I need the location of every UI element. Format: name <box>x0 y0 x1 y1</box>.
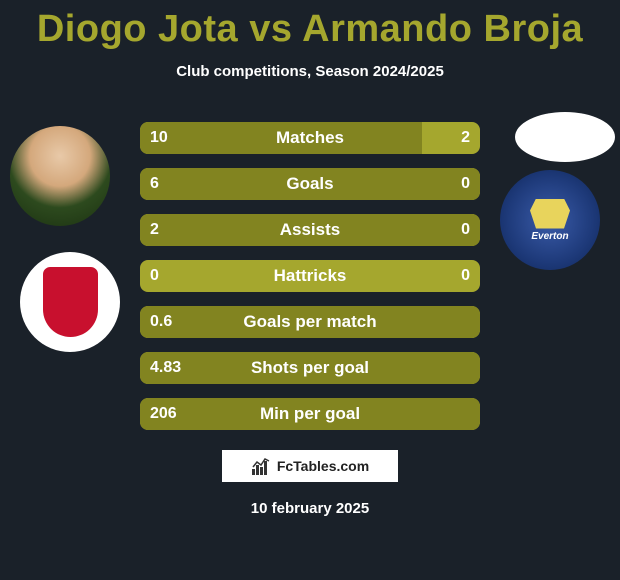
stat-row: 6Goals0 <box>140 168 480 200</box>
stat-label: Shots per goal <box>140 358 480 378</box>
stat-value-right: 0 <box>461 267 470 285</box>
stat-row: 10Matches2 <box>140 122 480 154</box>
stat-label: Goals <box>140 174 480 194</box>
player-right-avatar <box>515 112 615 162</box>
club-right-badge: Everton <box>500 170 600 270</box>
fctables-icon <box>251 457 271 475</box>
stat-row: 4.83Shots per goal <box>140 352 480 384</box>
stat-row: 206Min per goal <box>140 398 480 430</box>
comparison-date: 10 february 2025 <box>0 500 620 517</box>
stat-row: 0Hattricks0 <box>140 260 480 292</box>
comparison-subtitle: Club competitions, Season 2024/2025 <box>0 63 620 80</box>
stat-label: Assists <box>140 220 480 240</box>
stat-value-right: 0 <box>461 175 470 193</box>
stat-value-right: 0 <box>461 221 470 239</box>
site-logo: FcTables.com <box>222 450 398 482</box>
stat-value-right: 2 <box>461 129 470 147</box>
stat-row: 0.6Goals per match <box>140 306 480 338</box>
stat-label: Goals per match <box>140 312 480 332</box>
stat-label: Matches <box>140 128 480 148</box>
comparison-title: Diogo Jota vs Armando Broja <box>0 0 620 51</box>
site-logo-text: FcTables.com <box>277 458 369 474</box>
stat-label: Min per goal <box>140 404 480 424</box>
stat-label: Hattricks <box>140 266 480 286</box>
player-left-avatar <box>10 126 110 226</box>
stat-row: 2Assists0 <box>140 214 480 246</box>
stats-bars: 10Matches26Goals02Assists00Hattricks00.6… <box>140 122 480 444</box>
club-right-label: Everton <box>531 231 568 242</box>
club-left-badge <box>20 252 120 352</box>
